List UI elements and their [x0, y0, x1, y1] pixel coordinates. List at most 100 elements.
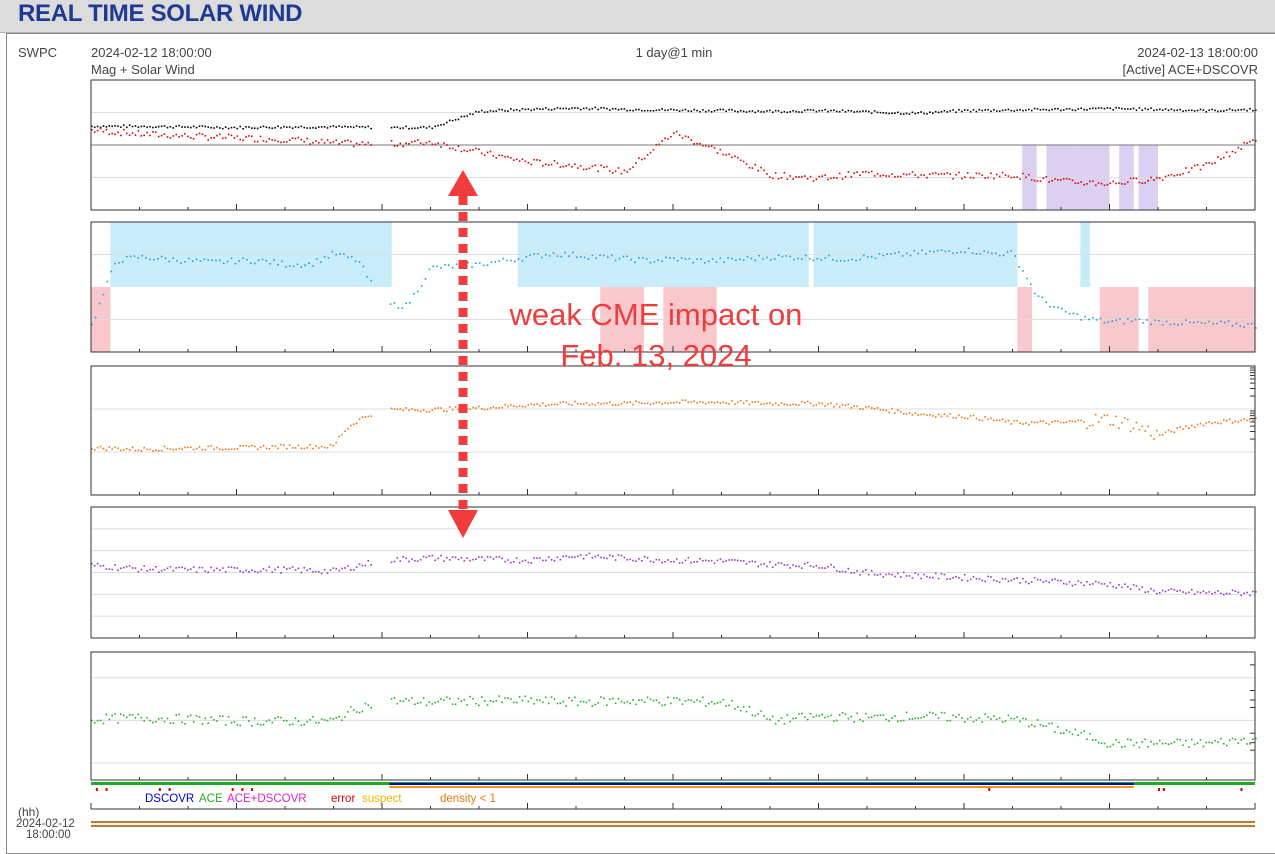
bz-point: [1077, 182, 1080, 185]
data-point-2: [574, 400, 576, 403]
panel-frame-4: [90, 651, 1256, 781]
data-point-2: [629, 401, 631, 403]
bt-point: [742, 110, 745, 113]
bz-point: [1030, 179, 1033, 181]
bz-point: [678, 134, 681, 136]
bt-point: [1007, 108, 1010, 111]
phi-point: [1107, 321, 1110, 323]
bt-point: [713, 109, 716, 112]
data-point-4: [891, 717, 893, 720]
bt-point: [728, 108, 730, 111]
bt-point: [1252, 109, 1254, 112]
data-point-4: [550, 696, 553, 698]
bz-point: [937, 173, 940, 176]
bz-point: [833, 176, 835, 179]
bz-point: [914, 174, 917, 176]
phi-point: [1146, 319, 1148, 321]
bt-point: [131, 125, 134, 128]
data-point-2: [908, 412, 911, 414]
data-point-3: [629, 558, 631, 561]
data-point-2: [556, 403, 559, 406]
bt-point: [1255, 109, 1257, 112]
data-point-2: [219, 448, 221, 451]
bt-point: [285, 126, 288, 129]
phi-point: [688, 257, 691, 260]
data-point-4: [166, 717, 169, 720]
data-point-4: [233, 721, 236, 723]
data-point-4: [1176, 738, 1179, 741]
data-point-4: [495, 699, 498, 702]
data-point-2: [966, 417, 969, 420]
data-point-3: [862, 570, 864, 573]
bz-point: [422, 143, 425, 146]
bz-point: [734, 155, 736, 158]
data-point-2: [530, 403, 533, 405]
data-point-4: [803, 716, 806, 718]
data-point-4: [155, 720, 157, 723]
data-point-4: [408, 699, 410, 702]
bz-point: [472, 149, 474, 151]
bz-point: [894, 175, 896, 178]
data-point-2: [434, 407, 436, 410]
bt-point: [344, 125, 346, 128]
error-mark: [1162, 788, 1165, 791]
data-point-3: [1170, 588, 1173, 590]
bt-point: [876, 111, 879, 114]
data-point-2: [422, 409, 425, 411]
data-point-2: [1045, 422, 1048, 424]
data-point-2: [699, 401, 701, 403]
bz-point: [446, 144, 448, 146]
bz-point: [434, 143, 436, 146]
phi-point: [576, 256, 578, 259]
phi-point: [265, 259, 268, 262]
bt-point: [329, 125, 332, 128]
bz-point: [262, 140, 265, 142]
bz-point: [478, 148, 480, 150]
data-point-4: [771, 715, 774, 718]
phi-point: [843, 260, 846, 262]
data-point-4: [367, 704, 370, 706]
phi-point: [979, 253, 982, 255]
error-mark: [988, 788, 991, 791]
data-point-2: [448, 406, 451, 408]
data-point-4: [576, 704, 579, 707]
data-point-3: [221, 567, 224, 569]
phi-point: [358, 261, 361, 263]
phi-point: [541, 256, 543, 259]
data-point-4: [975, 719, 978, 721]
bt-point: [722, 108, 725, 111]
bz-point: [515, 158, 518, 161]
data-point-4: [1243, 737, 1245, 740]
data-point-2: [978, 419, 981, 421]
phi-point: [1200, 321, 1203, 324]
bt-point: [670, 108, 672, 111]
phi-point: [1061, 307, 1063, 310]
data-point-3: [210, 566, 212, 569]
bz-point: [448, 147, 451, 150]
bz-point: [463, 149, 466, 152]
data-point-2: [958, 414, 960, 416]
data-point-2: [1089, 424, 1091, 427]
bz-point: [1001, 171, 1004, 174]
bt-point: [219, 127, 221, 129]
phi-point: [1235, 322, 1238, 325]
phi-point: [397, 307, 400, 309]
bz-point: [993, 177, 995, 180]
data-point-4: [949, 719, 952, 722]
data-point-4: [792, 717, 794, 720]
data-point-2: [1246, 419, 1248, 422]
phi-point: [145, 256, 147, 259]
data-point-2: [728, 403, 730, 405]
bz-point: [437, 142, 439, 145]
bt-point: [184, 126, 186, 128]
phi-point: [898, 251, 900, 253]
bt-point: [483, 111, 486, 114]
phi-point: [1243, 326, 1245, 328]
data-point-3: [460, 556, 463, 559]
bz-point: [128, 134, 131, 137]
phi-point: [513, 260, 516, 263]
bt-point: [917, 112, 920, 114]
bt-point: [114, 125, 116, 127]
phi-point: [707, 260, 710, 263]
bz-point: [364, 143, 367, 146]
